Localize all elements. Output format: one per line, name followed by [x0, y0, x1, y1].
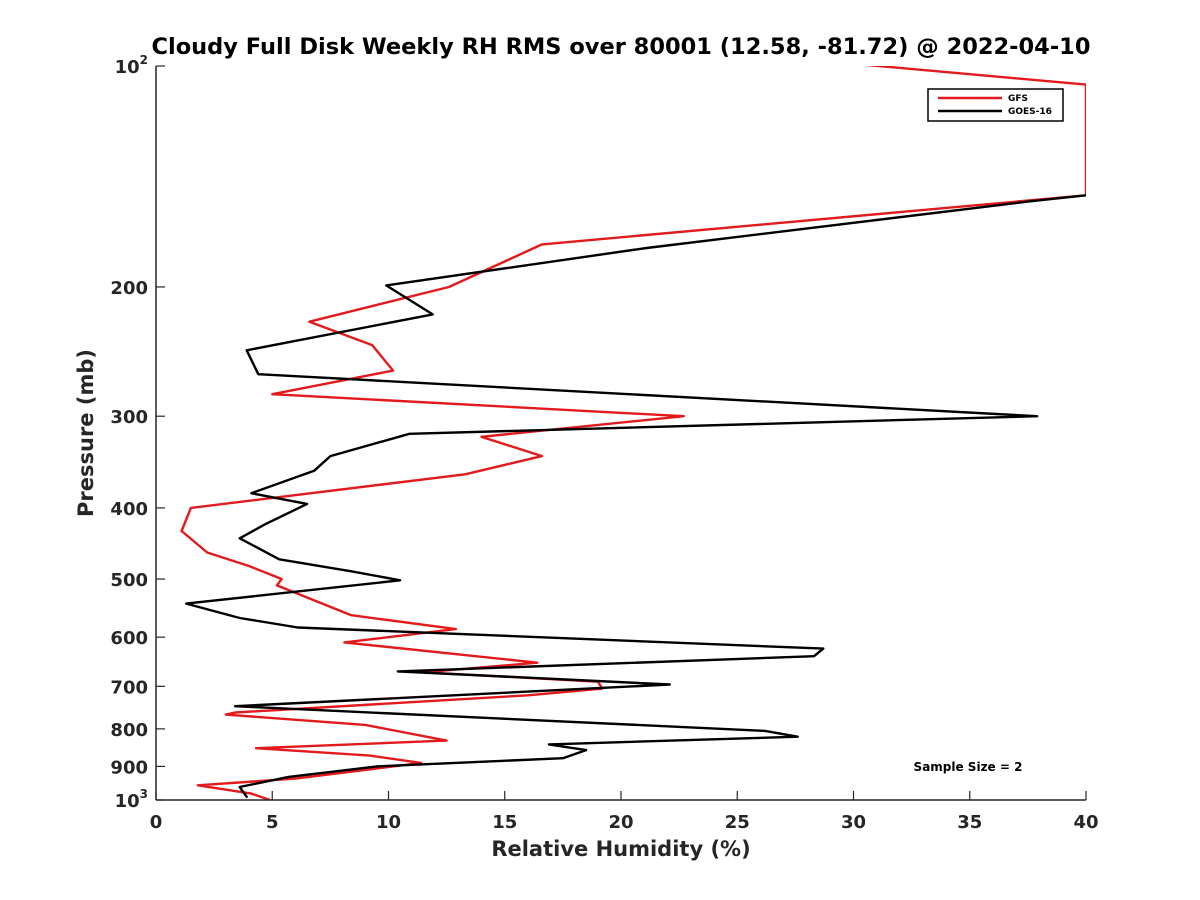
y-tick-label: 400 — [110, 499, 148, 520]
x-tick-label: 5 — [266, 812, 279, 833]
y-tick-label-exponent: 2 — [140, 53, 148, 67]
sample-size-annotation: Sample Size = 2 — [914, 760, 1023, 774]
series-line-goes-16 — [184, 194, 1086, 798]
chart-title: Cloudy Full Disk Weekly RH RMS over 8000… — [151, 34, 1090, 60]
legend-label: GOES-16 — [1008, 107, 1052, 117]
y-tick-label-exponent: 3 — [140, 787, 148, 801]
y-tick-label: 102 — [115, 53, 148, 78]
x-tick-label: 40 — [1073, 812, 1098, 833]
x-tick-label: 10 — [376, 812, 401, 833]
y-tick-label-base: 200 — [110, 278, 148, 299]
y-tick-label-base: 300 — [110, 407, 148, 428]
axes-layer: 0 5 10 15 20 25 30 35 40102200300400500600700800… — [110, 53, 1098, 833]
y-tick-label-base: 10 — [115, 791, 140, 812]
y-tick-label-base: 900 — [110, 757, 148, 778]
legend: GFS GOES-16 — [927, 88, 1064, 122]
y-tick-label: 103 — [115, 787, 148, 812]
legend-label: GFS — [1008, 94, 1028, 104]
y-tick-label-base: 800 — [110, 720, 148, 741]
series-layer — [180, 66, 1086, 800]
y-tick-label: 300 — [110, 407, 148, 428]
y-tick-label: 600 — [110, 628, 148, 649]
y-tick-label: 500 — [110, 570, 148, 591]
x-tick-label: 25 — [725, 812, 750, 833]
y-axis-label: Pressure (mb) — [74, 349, 98, 517]
y-tick-label-base: 700 — [110, 677, 148, 698]
x-tick-label: 15 — [492, 812, 517, 833]
x-tick-label: 0 — [150, 812, 163, 833]
y-tick-label: 900 — [110, 757, 148, 778]
legend-box — [927, 88, 1064, 122]
y-tick-label-base: 600 — [110, 628, 148, 649]
y-tick-label: 800 — [110, 720, 148, 741]
x-tick-label: 20 — [608, 812, 633, 833]
y-tick-label-base: 400 — [110, 499, 148, 520]
x-tick-label: 30 — [841, 812, 866, 833]
x-tick-label: 35 — [957, 812, 982, 833]
y-tick-label-base: 500 — [110, 570, 148, 591]
x-axis-label: Relative Humidity (%) — [491, 837, 750, 861]
y-tick-label-base: 10 — [115, 57, 140, 78]
y-tick-label: 700 — [110, 677, 148, 698]
series-line-gfs — [180, 66, 1086, 800]
y-tick-label: 200 — [110, 278, 148, 299]
